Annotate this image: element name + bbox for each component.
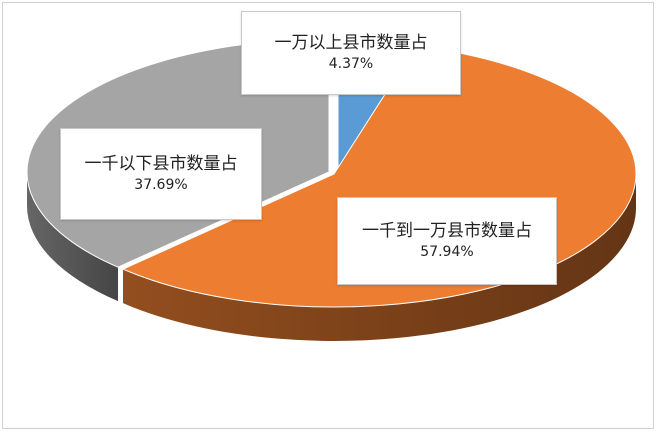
slice-value-over-10000: 4.37%	[328, 56, 374, 72]
callout-1000-to-10000: 一千到一万县市数量占 57.94%	[337, 197, 557, 285]
slice-value-under-1000: 37.69%	[134, 177, 188, 193]
pie-side-1000-to-10000	[123, 174, 637, 341]
slice-value-1000-to-10000: 57.94%	[420, 244, 474, 260]
slice-label-under-1000: 一千以下县市数量占	[84, 154, 238, 174]
pie-side-under-1000	[27, 172, 119, 302]
slice-label-over-10000: 一万以上县市数量占	[274, 33, 428, 53]
callout-under-1000: 一千以下县市数量占 37.69%	[60, 128, 262, 220]
slice-label-1000-to-10000: 一千到一万县市数量占	[362, 221, 532, 241]
callout-over-10000: 一万以上县市数量占 4.37%	[241, 11, 461, 95]
